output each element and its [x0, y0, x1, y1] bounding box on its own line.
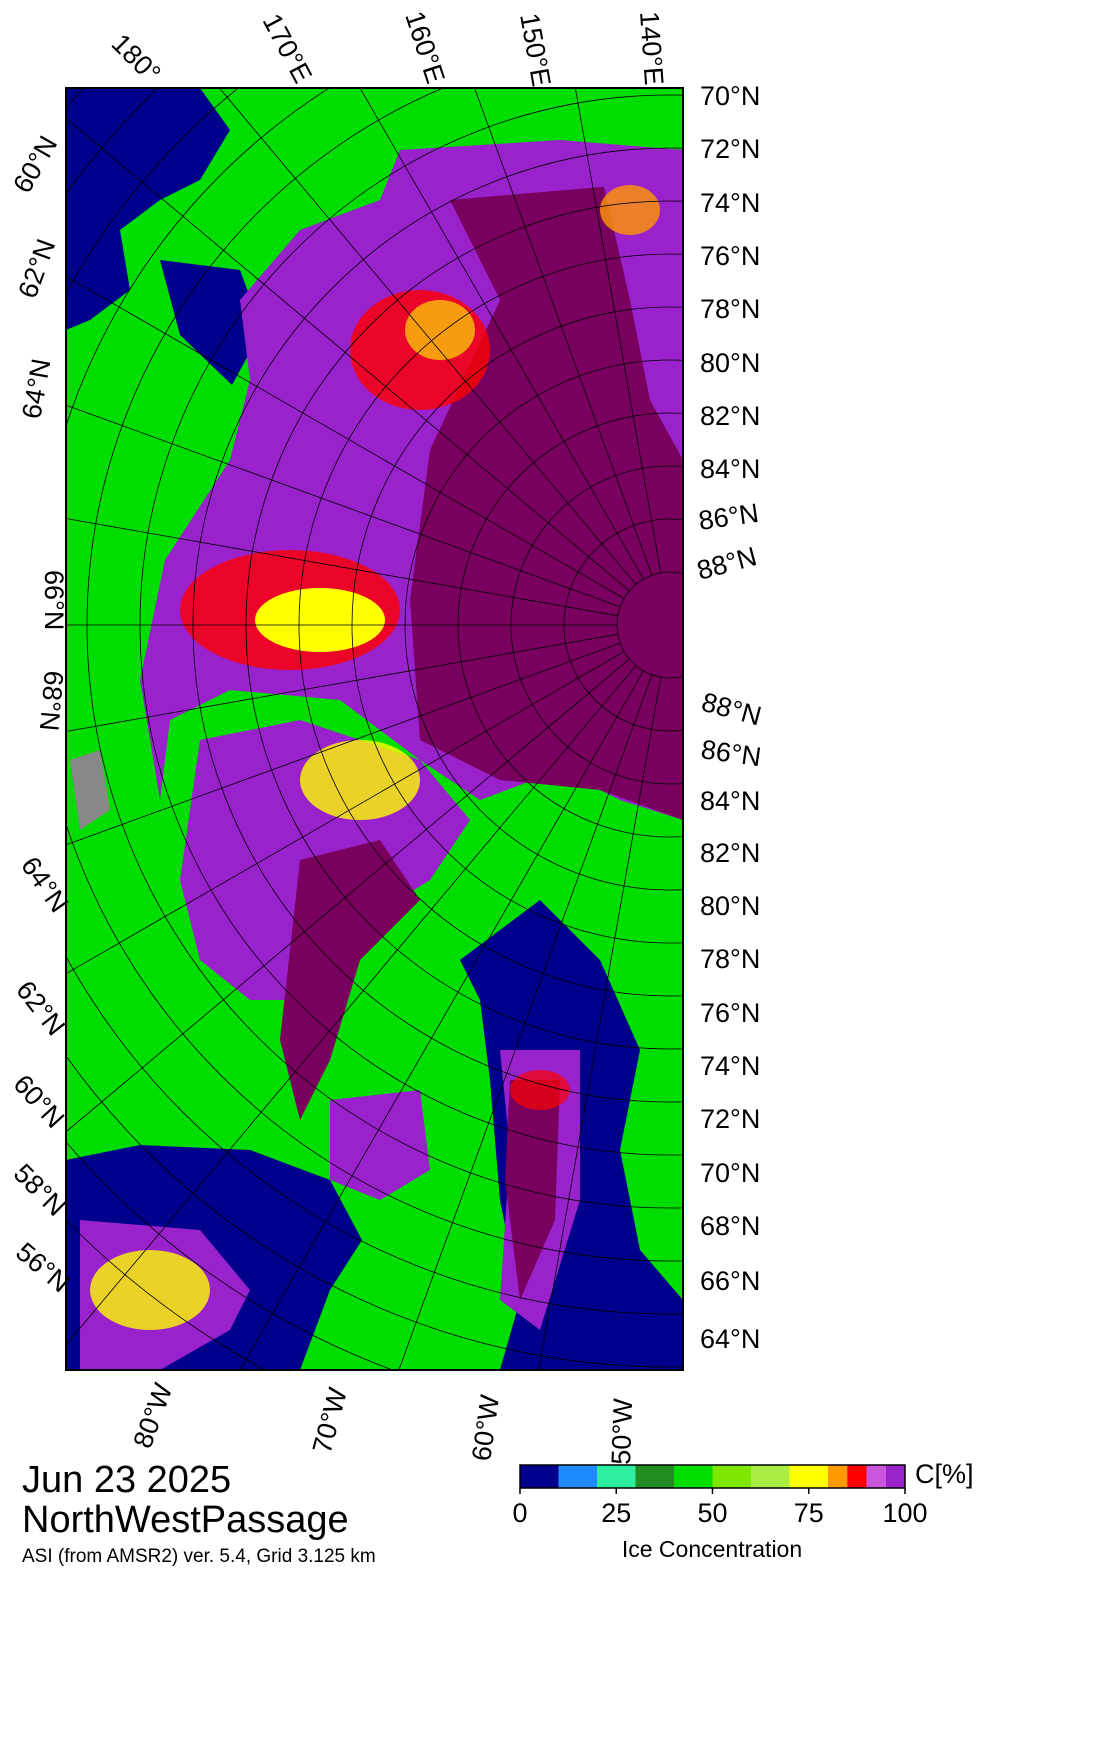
meridian	[66, 651, 625, 975]
right-label: 80°N	[700, 891, 760, 921]
meridian	[66, 275, 625, 599]
top-label: 150°E	[514, 11, 556, 89]
colorbar-tick-label: 0	[512, 1498, 527, 1528]
right-label: 64°N	[700, 1324, 760, 1354]
parallel	[66, 88, 683, 1262]
bottom-label: 60°W	[466, 1392, 505, 1462]
left-label: 64°N	[16, 356, 56, 421]
meridian	[218, 88, 637, 585]
top-label: 140°E	[634, 10, 669, 86]
right-label: 82°N	[700, 401, 760, 431]
right-label: 86°N	[697, 498, 761, 536]
top-label: 180°	[106, 28, 167, 89]
left-label: 66°N	[39, 570, 69, 630]
bottom-label: 70°W	[307, 1384, 353, 1456]
right-label: 76°N	[700, 241, 760, 271]
bottom-label: 50°W	[606, 1397, 638, 1465]
colorbar-bin	[712, 1465, 751, 1488]
right-label: 68°N	[700, 1211, 760, 1241]
left-label: 60°N	[8, 1069, 71, 1134]
colorbar-bin	[885, 1465, 905, 1488]
colorbar-bin	[789, 1465, 828, 1488]
colorbar-tick-label: 100	[882, 1498, 927, 1528]
right-label: 78°N	[700, 294, 760, 324]
parallel	[66, 88, 683, 1368]
colorbar-bin	[828, 1465, 848, 1488]
colorbar-bin	[751, 1465, 790, 1488]
left-label: 60°N	[7, 131, 63, 198]
source: ASI (from AMSR2) ver. 5.4, Grid 3.125 km	[22, 1546, 376, 1567]
meridian	[66, 404, 621, 608]
right-label: 80°N	[700, 348, 760, 378]
right-label: 70°N	[700, 81, 760, 111]
right-label: 88°N	[694, 541, 760, 586]
right-label: 84°N	[700, 454, 760, 484]
right-label: 88°N	[698, 687, 764, 732]
meridian	[239, 670, 644, 1370]
colorbar-label: Ice Concentration	[622, 1536, 802, 1562]
colorbar-bin	[520, 1465, 559, 1488]
meridian	[66, 658, 630, 1133]
meridian	[66, 633, 618, 732]
colorbar-bin	[847, 1465, 867, 1488]
bottom-label: 80°W	[127, 1379, 178, 1452]
left-label: 68°N	[34, 669, 69, 732]
left-label: 62°N	[12, 235, 61, 302]
meridian	[66, 665, 637, 1346]
right-label: 72°N	[700, 134, 760, 164]
meridian	[474, 88, 653, 576]
right-label: 74°N	[700, 188, 760, 218]
colorbar-tick-label: 50	[697, 1498, 727, 1528]
colorbar-unit: C[%]	[915, 1459, 974, 1489]
right-label: 82°N	[700, 838, 760, 868]
top-label: 160°E	[399, 8, 450, 88]
map-frame	[65, 87, 684, 1371]
meridian	[359, 88, 644, 580]
meridian	[574, 88, 662, 573]
colorbar-bin	[558, 1465, 597, 1488]
colorbar: 0 25 50 75 100	[512, 1464, 928, 1528]
meridian	[66, 117, 630, 592]
parallel	[66, 88, 683, 1315]
meridian	[538, 677, 662, 1370]
meridian	[398, 674, 653, 1370]
region: NorthWestPassage	[22, 1499, 349, 1541]
colorbar-tick-label: 75	[794, 1498, 824, 1528]
right-label: 74°N	[700, 1051, 760, 1081]
colorbar-bin	[635, 1465, 674, 1488]
meridian	[66, 642, 621, 846]
right-label: 84°N	[700, 786, 760, 816]
colorbar-bin	[597, 1465, 636, 1488]
top-label: 170°E	[257, 9, 318, 88]
left-label: 62°N	[10, 975, 71, 1041]
meridian	[66, 518, 618, 617]
date: Jun 23 2025	[22, 1459, 231, 1501]
colorbar-bin	[866, 1465, 886, 1488]
colorbar-bin	[674, 1465, 713, 1488]
right-label: 72°N	[700, 1104, 760, 1134]
right-label: 70°N	[700, 1158, 760, 1188]
right-label: 86°N	[699, 734, 763, 772]
left-label: 58°N	[8, 1158, 72, 1222]
colorbar-tick-label: 25	[601, 1498, 631, 1528]
right-label: 66°N	[700, 1266, 760, 1296]
right-label: 78°N	[700, 944, 760, 974]
right-label: 76°N	[700, 998, 760, 1028]
